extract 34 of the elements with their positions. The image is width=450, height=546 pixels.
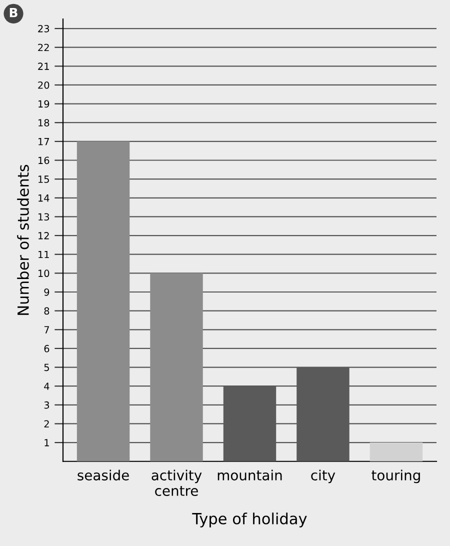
y-tick-label: 12 bbox=[38, 232, 49, 240]
y-tick-label: 19 bbox=[38, 100, 50, 108]
y-tick-label: 4 bbox=[44, 382, 50, 390]
y-tick-label: 20 bbox=[38, 81, 50, 89]
y-tick-label: 15 bbox=[38, 176, 49, 183]
x-tick-label: city bbox=[311, 470, 336, 484]
y-tick-label: 16 bbox=[38, 156, 50, 164]
y-tick-label: 9 bbox=[44, 288, 50, 296]
y-tick-label: 14 bbox=[38, 194, 50, 202]
y-axis-title: Number of students bbox=[17, 164, 29, 315]
y-tick-label: 13 bbox=[38, 213, 50, 221]
bar bbox=[370, 442, 423, 462]
y-tick-label: 5 bbox=[44, 364, 49, 372]
x-tick-label: activity centre bbox=[152, 470, 202, 496]
x-axis-title: Type of holiday bbox=[192, 512, 307, 528]
y-tick-label: 22 bbox=[38, 44, 49, 52]
y-tick-label: 11 bbox=[38, 250, 49, 258]
y-tick-label: 21 bbox=[38, 62, 49, 70]
y-tick-label: 23 bbox=[38, 25, 50, 32]
y-tick-label: 6 bbox=[44, 344, 50, 352]
y-tick-label: 8 bbox=[44, 307, 50, 315]
bar bbox=[76, 141, 130, 462]
y-tick-label: 1 bbox=[44, 439, 49, 446]
y-tick-label: 3 bbox=[44, 401, 50, 409]
x-tick-label: seaside bbox=[78, 470, 129, 480]
text: B bbox=[10, 8, 18, 18]
y-tick-label: 7 bbox=[44, 326, 49, 334]
x-tick-label: touring bbox=[372, 470, 420, 484]
y-tick-label: 2 bbox=[44, 420, 49, 428]
x-tick-label: mountain bbox=[218, 470, 282, 480]
y-tick-label: 17 bbox=[38, 138, 49, 146]
y-tick-label: 18 bbox=[38, 119, 50, 126]
y-tick-label: 10 bbox=[38, 270, 50, 278]
bar bbox=[150, 273, 203, 462]
